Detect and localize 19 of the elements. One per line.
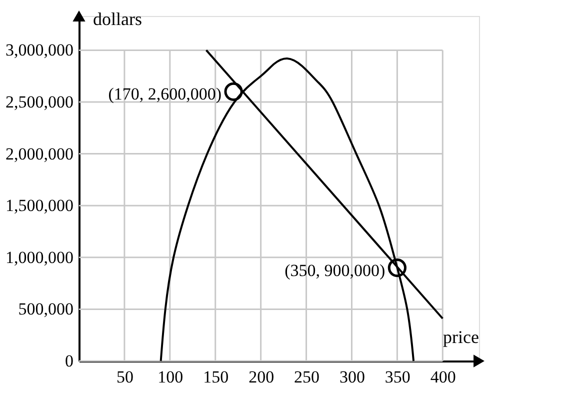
- y-tick-label: 500,000: [18, 300, 74, 319]
- y-tick-label: 3,000,000: [6, 40, 74, 60]
- x-tick-label: 300: [339, 368, 365, 386]
- x-tick-label: 50: [116, 368, 134, 386]
- x-tick-label: 200: [248, 368, 274, 386]
- y-tick-label: 1,000,000: [6, 248, 74, 267]
- x-tick-label: 250: [294, 368, 320, 386]
- x-tick-label: 350: [384, 368, 410, 386]
- x-tick-label: 400: [430, 368, 456, 386]
- x-tick-label: 150: [203, 368, 229, 386]
- y-tick-label: 2,500,000: [6, 92, 74, 112]
- x-tick-label: 100: [158, 368, 184, 386]
- y-tick-label: 0: [65, 352, 74, 370]
- x-axis-title: price: [443, 327, 479, 347]
- y-tick-label: 2,000,000: [6, 144, 74, 164]
- y-axis-title: dollars: [93, 9, 142, 29]
- annotation: (170, 2,600,000): [108, 84, 222, 104]
- y-tick-label: 1,500,000: [6, 196, 74, 216]
- annotation: (350, 900,000): [284, 260, 386, 280]
